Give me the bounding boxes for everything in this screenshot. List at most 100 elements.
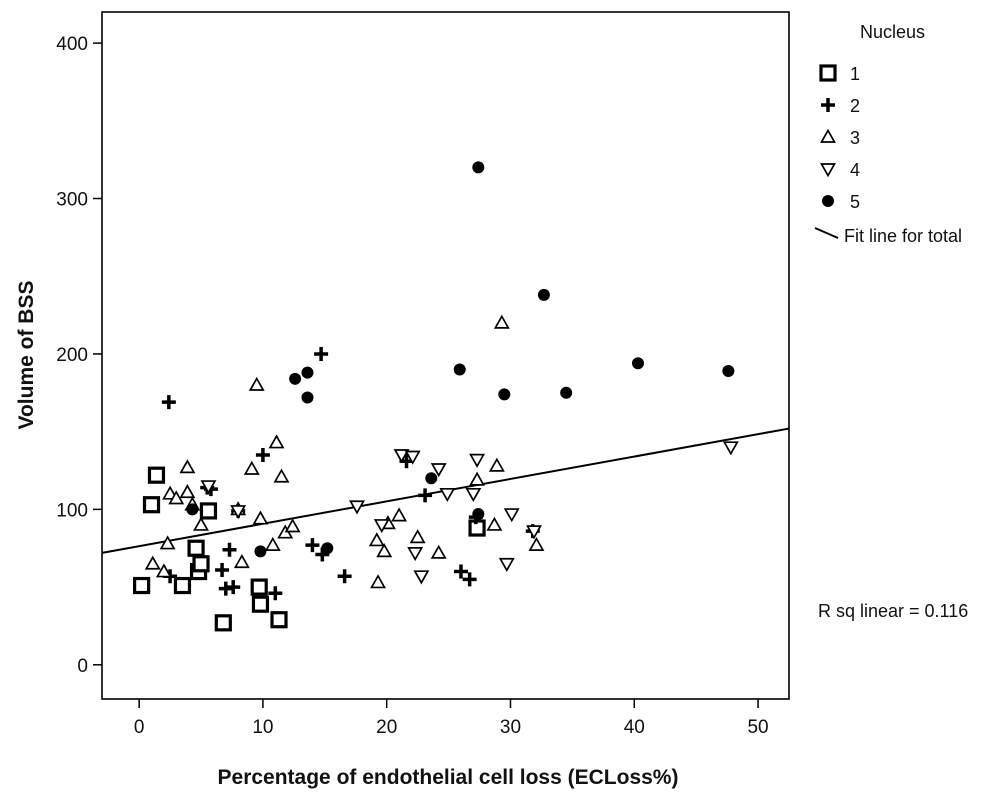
- data-point-nucleus-5: [301, 366, 314, 379]
- x-tick-label: 10: [252, 717, 273, 738]
- legend-label-4: 4: [850, 160, 860, 180]
- legend-title: Nucleus: [860, 22, 925, 42]
- legend-fit-line-label: Fit line for total: [844, 226, 962, 246]
- data-point-nucleus-4: [230, 505, 247, 520]
- data-point-nucleus-3: [493, 314, 510, 329]
- data-point-nucleus-3: [233, 553, 250, 569]
- plot-area-frame: [101, 11, 790, 700]
- data-point-nucleus-3: [368, 532, 385, 547]
- data-point-nucleus-4: [498, 557, 515, 573]
- y-tick-label: 400: [56, 34, 88, 55]
- legend-marker-3: [820, 128, 836, 143]
- data-point-nucleus-5: [289, 372, 302, 385]
- data-point-nucleus-1: [142, 496, 161, 514]
- data-point-nucleus-2: [215, 562, 230, 577]
- x-tick-label: 40: [624, 717, 645, 738]
- y-tick-label: 100: [56, 500, 88, 521]
- data-point-nucleus-3: [284, 518, 301, 533]
- data-point-nucleus-5: [472, 508, 485, 521]
- data-point-nucleus-4: [465, 487, 482, 503]
- legend-marker-1: [819, 64, 837, 82]
- data-point-nucleus-5: [254, 545, 267, 558]
- data-point-nucleus-3: [159, 535, 176, 550]
- data-point-nucleus-1: [199, 502, 218, 520]
- data-point-nucleus-2: [305, 538, 320, 553]
- data-point-nucleus-2: [161, 395, 176, 410]
- legend-label-2: 2: [850, 96, 860, 116]
- data-point-nucleus-3: [155, 563, 172, 578]
- data-point-nucleus-4: [349, 500, 365, 515]
- data-point-nucleus-1: [147, 466, 166, 484]
- legend: Nucleus 1 2 3 4 5 Fit line for total: [814, 22, 962, 246]
- data-point-nucleus-5: [472, 161, 485, 174]
- legend-marker-5: [822, 195, 834, 207]
- legend-label-1: 1: [850, 64, 860, 84]
- data-point-nucleus-2: [462, 572, 477, 587]
- x-tick-label: 0: [134, 717, 145, 738]
- legend-marker-2: [821, 98, 835, 112]
- y-tick-label: 200: [56, 345, 88, 366]
- data-point-nucleus-2: [337, 569, 352, 584]
- data-point-nucleus-3: [430, 544, 447, 559]
- data-point-nucleus-3: [409, 529, 426, 544]
- x-tick-label: 30: [500, 717, 521, 738]
- y-axis: 0 100 200 300 400: [56, 34, 102, 677]
- data-point-nucleus-4: [393, 449, 410, 464]
- data-point-nucleus-1: [133, 576, 151, 595]
- legend-label-3: 3: [850, 128, 860, 148]
- legend-marker-4: [820, 163, 836, 178]
- data-point-nucleus-3: [179, 484, 196, 499]
- data-point-nucleus-5: [301, 391, 314, 404]
- data-point-nucleus-2: [222, 542, 237, 557]
- data-point-nucleus-4: [503, 508, 520, 523]
- data-point-nucleus-1: [270, 611, 288, 629]
- y-tick-label: 300: [56, 190, 88, 211]
- data-point-nucleus-1: [251, 595, 270, 613]
- data-point-nucleus-2: [255, 447, 270, 462]
- data-point-nucleus-3: [179, 459, 196, 474]
- data-point-nucleus-5: [722, 365, 735, 378]
- data-point-nucleus-3: [370, 574, 386, 589]
- data-point-nucleus-3: [193, 516, 209, 531]
- data-point-nucleus-5: [425, 472, 438, 485]
- data-point-nucleus-3: [243, 460, 260, 475]
- data-point-nucleus-5: [186, 503, 199, 516]
- data-point-nucleus-3: [248, 376, 265, 391]
- data-point-nucleus-4: [469, 453, 486, 468]
- data-point-nucleus-3: [376, 543, 393, 558]
- legend-fit-line-swatch: [814, 227, 839, 239]
- data-point-nucleus-4: [439, 487, 456, 503]
- data-point-nucleus-3: [486, 516, 503, 531]
- legend-items: 1 2 3 4 5 Fit line for total: [814, 64, 962, 246]
- data-point-nucleus-1: [192, 555, 210, 573]
- data-point-nucleus-3: [391, 507, 408, 522]
- data-point-nucleus-3: [488, 457, 505, 472]
- data-point-nucleus-4: [526, 525, 542, 540]
- data-point-nucleus-5: [453, 363, 466, 376]
- y-axis-title: Volume of BSS: [15, 281, 38, 430]
- data-point-nucleus-1: [214, 614, 232, 632]
- data-point-nucleus-3: [528, 536, 545, 551]
- data-point-nucleus-3: [144, 555, 161, 570]
- data-point-nucleus-5: [631, 357, 644, 370]
- data-point-nucleus-1: [187, 539, 205, 557]
- data-point-nucleus-2: [226, 580, 241, 595]
- x-tick-label: 20: [376, 717, 397, 738]
- legend-label-5: 5: [850, 192, 860, 212]
- data-point-nucleus-1: [173, 576, 192, 595]
- data-point-nucleus-5: [498, 388, 511, 401]
- r-squared-annotation: R sq linear = 0.116: [818, 601, 968, 621]
- data-point-nucleus-2: [453, 564, 468, 579]
- data-point-nucleus-4: [722, 441, 739, 456]
- data-point-nucleus-4: [413, 570, 430, 585]
- data-point-nucleus-4: [407, 547, 424, 562]
- data-point-nucleus-5: [321, 542, 334, 555]
- data-point-nucleus-4: [200, 480, 217, 495]
- x-axis-title: Percentage of endothelial cell loss (ECL…: [218, 766, 679, 789]
- data-point-nucleus-3: [168, 490, 185, 505]
- data-point-nucleus-2: [314, 346, 329, 361]
- data-point-nucleus-3: [268, 434, 285, 449]
- data-point-nucleus-1: [250, 578, 268, 596]
- data-point-nucleus-2: [418, 488, 433, 503]
